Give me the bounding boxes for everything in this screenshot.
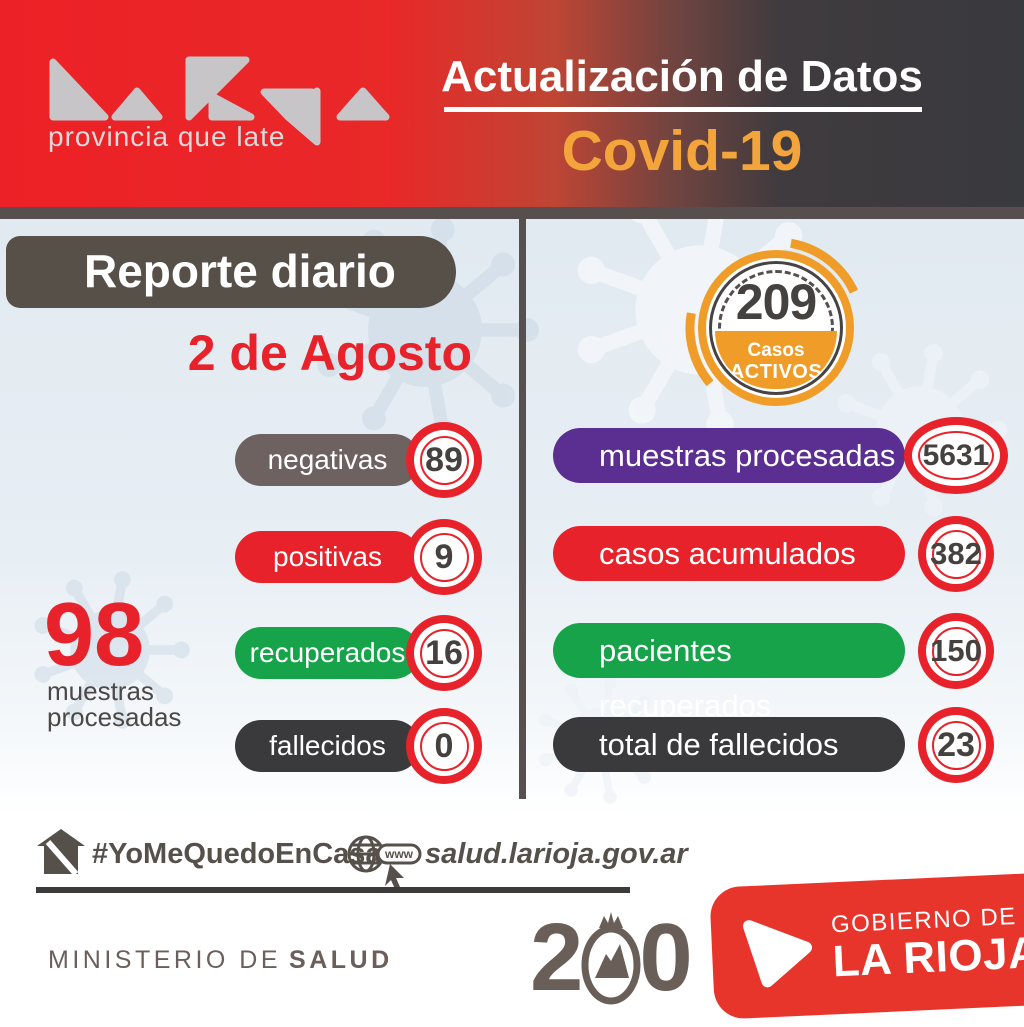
- bicentennial-logo: 2 0: [530, 908, 693, 1008]
- stat-pill-label: positivas: [273, 541, 382, 572]
- column-divider: [519, 219, 526, 799]
- stat-badge-value: 0: [419, 721, 469, 771]
- samples-label-line2: procesadas: [47, 702, 182, 732]
- stat-badge: 9: [406, 519, 482, 595]
- covid-subtitle: Covid-19: [561, 119, 803, 183]
- badge-inner: 5631: [912, 425, 1000, 486]
- badge-inner: 23: [926, 715, 986, 775]
- digit-zero: 0: [639, 904, 693, 1011]
- stat-pill-label: casos acumulados: [599, 536, 856, 571]
- totals-row-recuperados: pacientes recuperados: [553, 623, 905, 723]
- separator-band: [0, 207, 1024, 219]
- badge-inner: 89: [414, 430, 474, 490]
- daily-row-positivas: positivas: [235, 531, 420, 583]
- footer-divider: [36, 887, 630, 893]
- stat-badge-value: 89: [419, 435, 469, 485]
- samples-total-value: 98: [44, 585, 145, 685]
- stat-badge-value: 16: [419, 628, 469, 678]
- ministry-name-bold: SALUD: [289, 946, 393, 974]
- stat-badge-value: 5631: [918, 431, 994, 480]
- government-line2: LA RIOJA: [831, 927, 1024, 987]
- totals-row-acumulados: casos acumulados: [553, 526, 905, 581]
- globe-www-icon: www: [347, 835, 422, 889]
- header-title: Actualización de Datos: [441, 52, 923, 101]
- brand-tagline: provincia que late: [48, 121, 286, 152]
- daily-row-negativas: negativas: [235, 434, 420, 486]
- la-rioja-logo: [49, 56, 390, 146]
- active-cases-label-line2: ACTIVOS: [729, 361, 823, 383]
- totals-row-fallecidos: total de fallecidos: [553, 717, 905, 772]
- stat-pill-label: fallecidos: [269, 730, 386, 761]
- stat-badge-value: 23: [931, 720, 981, 770]
- stat-pill-label: pacientes recuperados: [599, 633, 772, 723]
- totals-row-muestras: muestras procesadas: [553, 428, 905, 483]
- ministry-name-regular: MINISTERIO DE: [48, 946, 282, 974]
- badge-inner: 150: [926, 621, 986, 681]
- stat-badge: 382: [918, 516, 994, 592]
- government-triangle-icon: [742, 920, 812, 988]
- samples-label-line1: muestras: [47, 676, 154, 706]
- active-badge-dark-ring: 209 Casos ACTIVOS: [709, 261, 843, 395]
- active-cases-badge: 209 Casos ACTIVOS: [698, 250, 854, 406]
- stat-badge-value: 9: [419, 532, 469, 582]
- stat-badge-value: 382: [930, 529, 982, 579]
- stat-pill-label: negativas: [267, 444, 388, 475]
- daily-row-recuperados: recuperados: [235, 627, 420, 679]
- report-date: 2 de Agosto: [187, 325, 472, 381]
- stay-home-hashtag: #YoMeQuedoEnCasa: [92, 838, 382, 870]
- government-ribbon: GOBIERNO DE LA RIOJA: [709, 872, 1024, 1020]
- stat-badge: 89: [406, 422, 482, 498]
- badge-inner: 9: [414, 527, 474, 587]
- active-badge-ring: 209 Casos ACTIVOS: [706, 258, 846, 398]
- active-cases-label-line1: Casos: [747, 340, 805, 361]
- digit-two: 2: [530, 904, 584, 1011]
- www-label: www: [384, 847, 414, 861]
- stat-pill-label: recuperados: [249, 637, 406, 668]
- daily-row-fallecidos: fallecidos: [235, 720, 420, 772]
- badge-inner: 0: [414, 716, 474, 776]
- stat-badge: 0: [406, 708, 482, 784]
- cursor-icon: [385, 864, 404, 889]
- active-cases-value: 209: [735, 274, 817, 330]
- website-url[interactable]: salud.larioja.gov.ar: [425, 838, 688, 870]
- badge-inner: 16: [414, 623, 474, 683]
- government-text: GOBIERNO DE LA RIOJA: [830, 902, 1024, 987]
- header-band: provincia que late Actualización de Dato…: [0, 0, 1024, 207]
- active-cases-arcs: [685, 238, 859, 387]
- samples-total-label: muestras procesadas: [47, 678, 181, 730]
- stat-badge: 23: [918, 707, 994, 783]
- house-icon: [37, 829, 85, 876]
- header-underline: [444, 107, 922, 112]
- bicentennial-emblem-icon: [581, 912, 641, 1005]
- ministry-label: MINISTERIO DE SALUD: [48, 946, 393, 975]
- stat-badge: 16: [406, 615, 482, 691]
- stat-badge-value: 150: [930, 626, 982, 676]
- stat-badge: 5631: [904, 417, 1008, 494]
- stat-pill-label: muestras procesadas: [599, 438, 896, 473]
- active-badge-face: 209 Casos ACTIVOS: [712, 264, 840, 392]
- stat-badge: 150: [918, 613, 994, 689]
- badge-inner: 382: [926, 524, 986, 584]
- report-title-pill: Reporte diario: [6, 236, 456, 308]
- stat-pill-label: total de fallecidos: [599, 727, 839, 762]
